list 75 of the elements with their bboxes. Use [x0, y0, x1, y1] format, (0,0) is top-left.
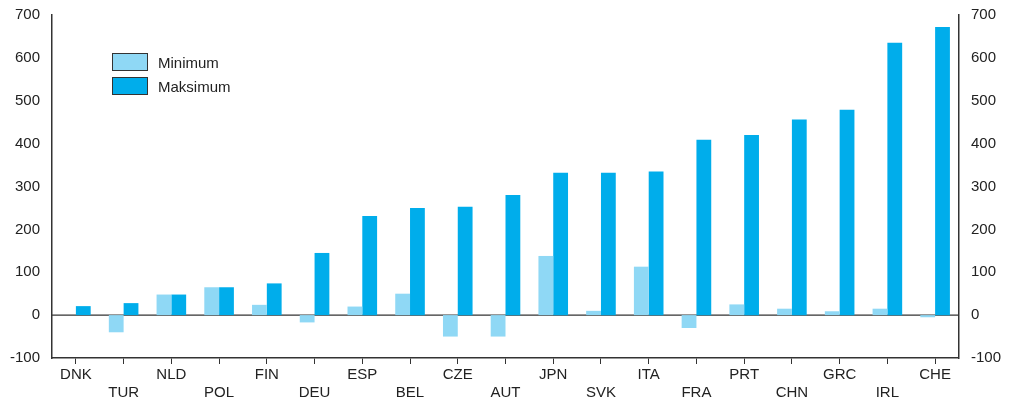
bar [219, 287, 234, 316]
bar [395, 293, 411, 316]
bar [299, 315, 315, 323]
bar [362, 216, 378, 316]
y2-tick-label: 700 [970, 5, 997, 23]
bar [347, 306, 363, 316]
y2-tick-label: 100 [970, 262, 997, 280]
x-tick-label: SVK [585, 383, 616, 401]
bar [920, 315, 936, 318]
x-tick-label: FIN [254, 365, 279, 383]
bar [490, 315, 506, 337]
y2-tick-label: 400 [970, 133, 997, 151]
bar [744, 135, 759, 316]
x-tick-label: CHE [919, 365, 951, 383]
bar [75, 306, 91, 316]
bar [108, 315, 124, 333]
x-tick-label: FRA [681, 383, 712, 401]
bar [824, 311, 840, 316]
bar [777, 308, 792, 316]
bar [410, 207, 425, 316]
bar [729, 304, 745, 316]
x-tick-label: GRC [822, 365, 857, 383]
y-tick-label: 600 [14, 48, 41, 66]
x-tick-label: ESP [347, 365, 378, 383]
y-tick-label: 100 [14, 262, 41, 280]
bar [123, 303, 139, 316]
x-tick-label: PRT [729, 365, 760, 383]
x-tick-label: IRL [875, 383, 900, 401]
y2-tick-label: 300 [970, 176, 997, 194]
bar [538, 255, 554, 316]
legend-label: Maksimum [158, 77, 231, 95]
bar [171, 294, 187, 316]
y2-tick-label: 0 [970, 305, 980, 323]
y2-tick-label: -100 [970, 348, 1002, 366]
bar [648, 171, 664, 316]
x-tick-label: ITA [637, 365, 660, 383]
bar [696, 139, 712, 316]
bar [266, 283, 282, 316]
x-tick-label: BEL [395, 383, 425, 401]
bar [156, 294, 172, 316]
bar [442, 315, 458, 337]
y-tick-label: 300 [14, 176, 41, 194]
y-tick-label: 200 [14, 219, 41, 237]
x-tick-label: TUR [108, 383, 140, 401]
bar [586, 310, 601, 316]
y-tick-label: 700 [14, 5, 41, 23]
y2-tick-label: 500 [970, 90, 997, 108]
y-tick-label: 500 [14, 90, 41, 108]
legend-label: Minimum [158, 53, 219, 71]
x-tick-label: NLD [156, 365, 187, 383]
x-tick-label: AUT [490, 383, 521, 401]
x-tick-label: POL [204, 383, 235, 401]
x-tick-label: JPN [539, 365, 568, 383]
bar [935, 27, 950, 316]
x-tick-label: DNK [60, 365, 92, 383]
bar [252, 304, 267, 316]
y2-tick-label: 600 [970, 48, 997, 66]
y-tick-label: 400 [14, 133, 41, 151]
bar [839, 109, 855, 316]
bar [791, 119, 807, 316]
bar [887, 42, 903, 316]
bar [505, 195, 521, 316]
bar [681, 315, 697, 328]
bar [314, 252, 330, 316]
y2-tick-label: 200 [970, 219, 997, 237]
bar [600, 172, 616, 316]
bar [553, 172, 569, 316]
y-tick-label: 0 [31, 305, 41, 323]
bar [204, 287, 220, 316]
x-tick-label: CZE [442, 365, 473, 383]
x-tick-label: CHN [775, 383, 809, 401]
bar [457, 206, 473, 316]
bar [633, 266, 649, 316]
x-tick-label: DEU [298, 383, 331, 401]
y-tick-label: -100 [9, 348, 41, 366]
